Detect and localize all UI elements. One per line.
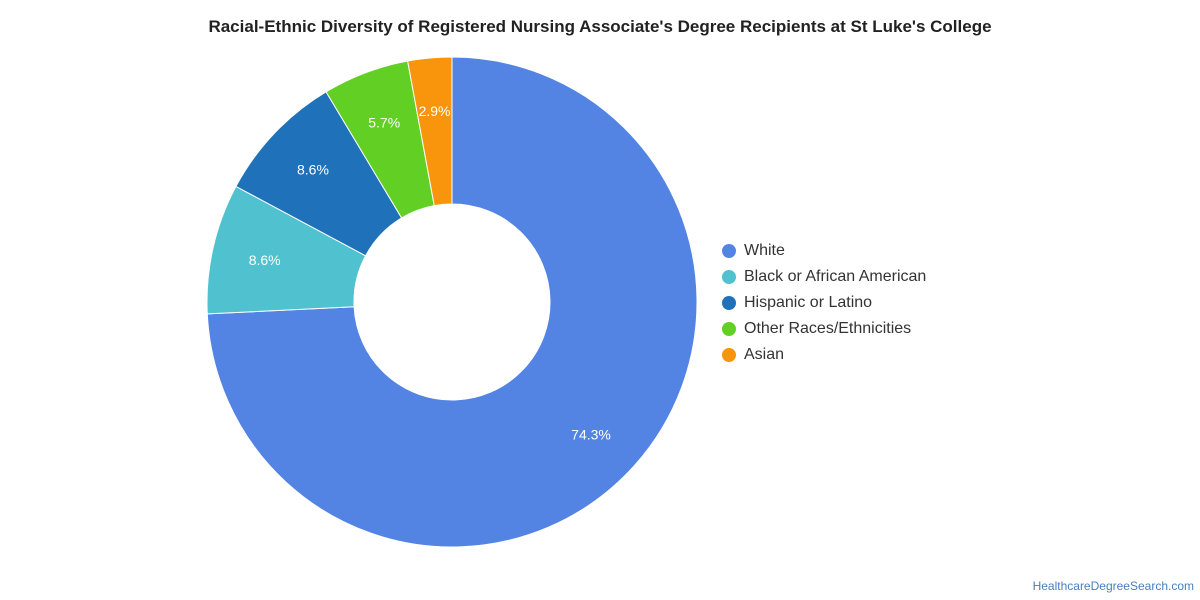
slice-label: 2.9% [419, 103, 451, 119]
source-credit[interactable]: HealthcareDegreeSearch.com [1032, 579, 1194, 593]
legend-swatch-icon [722, 296, 736, 310]
legend-label: Hispanic or Latino [744, 294, 873, 311]
slice-asian[interactable] [407, 56, 453, 207]
slice-label: 8.6% [297, 162, 329, 178]
legend-label: White [744, 242, 785, 259]
legend-item[interactable]: Black or African American [722, 267, 926, 293]
slice-white[interactable] [206, 56, 698, 548]
legend-label: Other Races/Ethnicities [744, 320, 912, 337]
legend-item[interactable]: Other Races/Ethnicities [722, 319, 926, 345]
slice-label: 5.7% [368, 114, 400, 130]
slice-label: 8.6% [249, 252, 281, 268]
slices-group [206, 56, 698, 548]
chart-title: Racial-Ethnic Diversity of Registered Nu… [208, 17, 992, 36]
legend: White Black or African American Hispanic o… [722, 241, 926, 371]
legend-item[interactable]: Hispanic or Latino [722, 293, 926, 319]
legend-swatch-icon [722, 244, 736, 258]
legend-item[interactable]: Asian [722, 345, 926, 371]
legend-swatch-icon [722, 270, 736, 284]
slice-label: 74.3% [571, 426, 611, 442]
legend-swatch-icon [722, 322, 736, 336]
legend-label: Asian [744, 346, 785, 363]
legend-swatch-icon [722, 348, 736, 362]
legend-label: Black or African American [744, 268, 927, 285]
slice-labels-group: 74.3% 8.6% 8.6% 5.7% 2.9% [249, 103, 611, 443]
legend-item[interactable]: White [722, 241, 926, 267]
